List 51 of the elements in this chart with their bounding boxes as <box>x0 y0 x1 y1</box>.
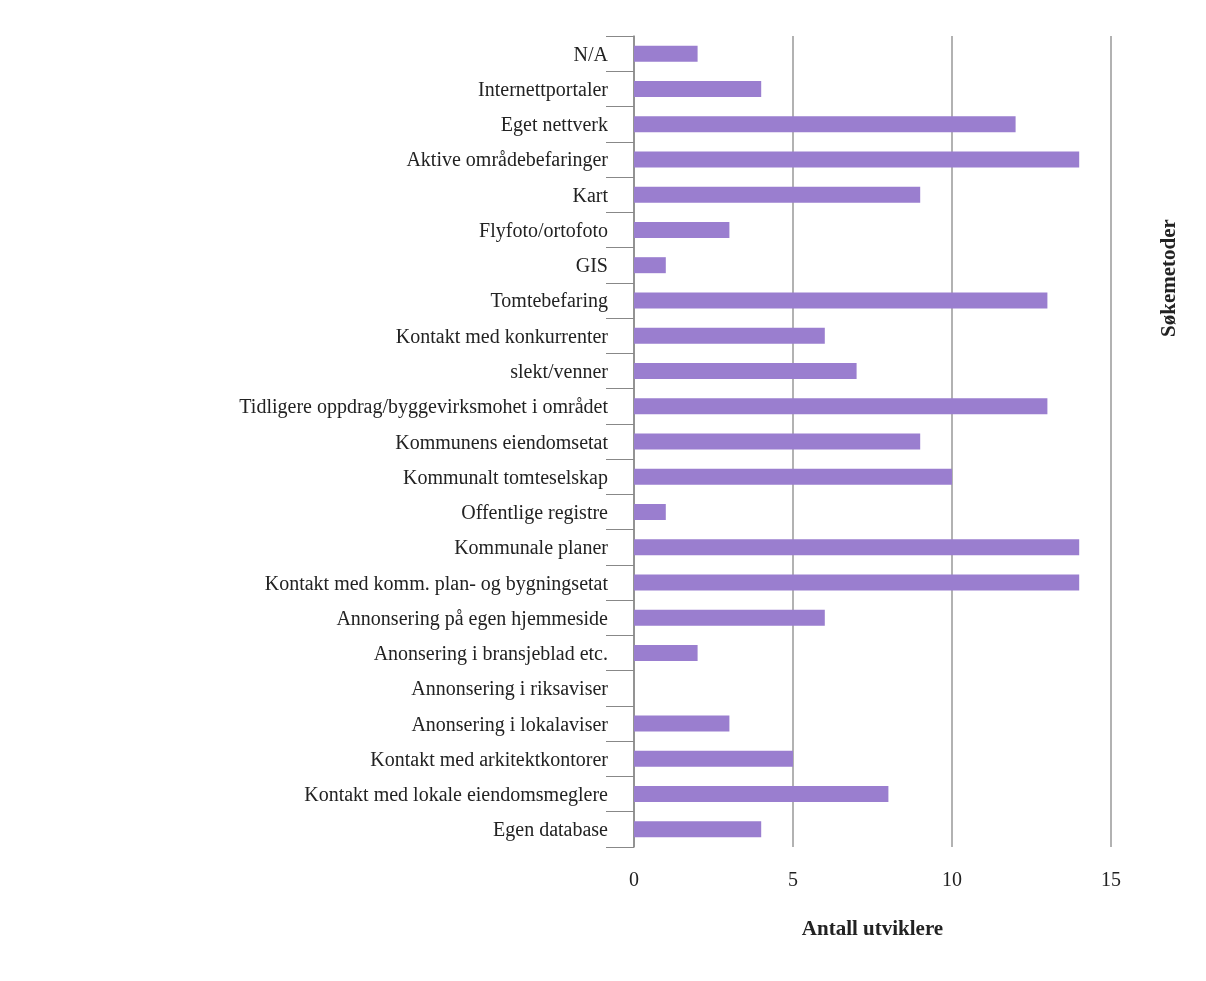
y-tick-label: Kommunens eiendomsetat <box>395 430 609 453</box>
bar <box>634 433 921 450</box>
bar <box>634 221 730 238</box>
y-tick-label: GIS <box>575 254 608 277</box>
y-tick-label: Offentlige registre <box>461 501 609 525</box>
y-tick-label: Eget nettverk <box>500 113 608 137</box>
y-tick-label: Anonsering i lokalaviser <box>411 712 609 736</box>
bar <box>634 821 762 838</box>
y-axis-title: Søkemetoder <box>1156 219 1180 337</box>
bar <box>634 151 1080 168</box>
bar <box>634 750 793 767</box>
bar <box>634 715 730 732</box>
y-tick-label: Kart <box>572 183 609 206</box>
y-tick-label: Kommunalt tomteselskap <box>403 465 608 489</box>
y-tick-label: N/A <box>573 42 609 65</box>
bar <box>634 468 952 485</box>
y-tick-label: Internettportaler <box>478 77 609 101</box>
bar <box>634 362 857 379</box>
y-tick-label: Annonsering i riksaviser <box>411 677 609 701</box>
y-tick-label: Egen database <box>493 818 609 842</box>
bar <box>634 116 1016 133</box>
y-tick-label: Anonsering i bransjeblad etc. <box>373 642 608 666</box>
bar <box>634 786 889 803</box>
bar <box>634 574 1080 591</box>
x-axis-title: Antall utviklere <box>801 915 944 940</box>
x-tick-label: 5 <box>788 868 798 890</box>
y-tick-label: Kontakt med konkurrenter <box>395 324 609 347</box>
bar <box>634 327 825 344</box>
bar <box>634 539 1080 556</box>
y-tick-label: Kontakt med lokale eiendomsmeglere <box>304 783 609 807</box>
y-tick-label: Tomtebefaring <box>490 289 608 313</box>
x-tick-label: 15 <box>1101 868 1121 890</box>
bar <box>634 504 666 521</box>
y-tick-label: Kommunale planer <box>454 536 609 560</box>
bar <box>634 45 698 62</box>
x-tick-label: 0 <box>629 868 639 890</box>
y-tick-label: Flyfoto/ortofoto <box>479 218 608 242</box>
bar <box>634 609 825 626</box>
y-tick-label: Aktive områdebefaringer <box>406 148 609 172</box>
y-tick-label: Tidligere oppdrag/byggevirksmohet i området <box>239 395 609 419</box>
y-tick-label: Kontakt med komm. plan- og bygningsetat <box>264 571 609 595</box>
bar <box>634 80 762 97</box>
y-tick-label: Kontakt med arkitektkontorer <box>370 747 609 770</box>
bar <box>634 186 921 203</box>
x-tick-label: 10 <box>942 868 962 890</box>
bar <box>634 292 1048 309</box>
y-tick-label: slekt/venner <box>510 359 609 382</box>
bar <box>634 257 666 274</box>
bar <box>634 645 698 662</box>
bar <box>634 398 1048 415</box>
y-tick-label: Annonsering på egen hjemmeside <box>336 606 609 630</box>
